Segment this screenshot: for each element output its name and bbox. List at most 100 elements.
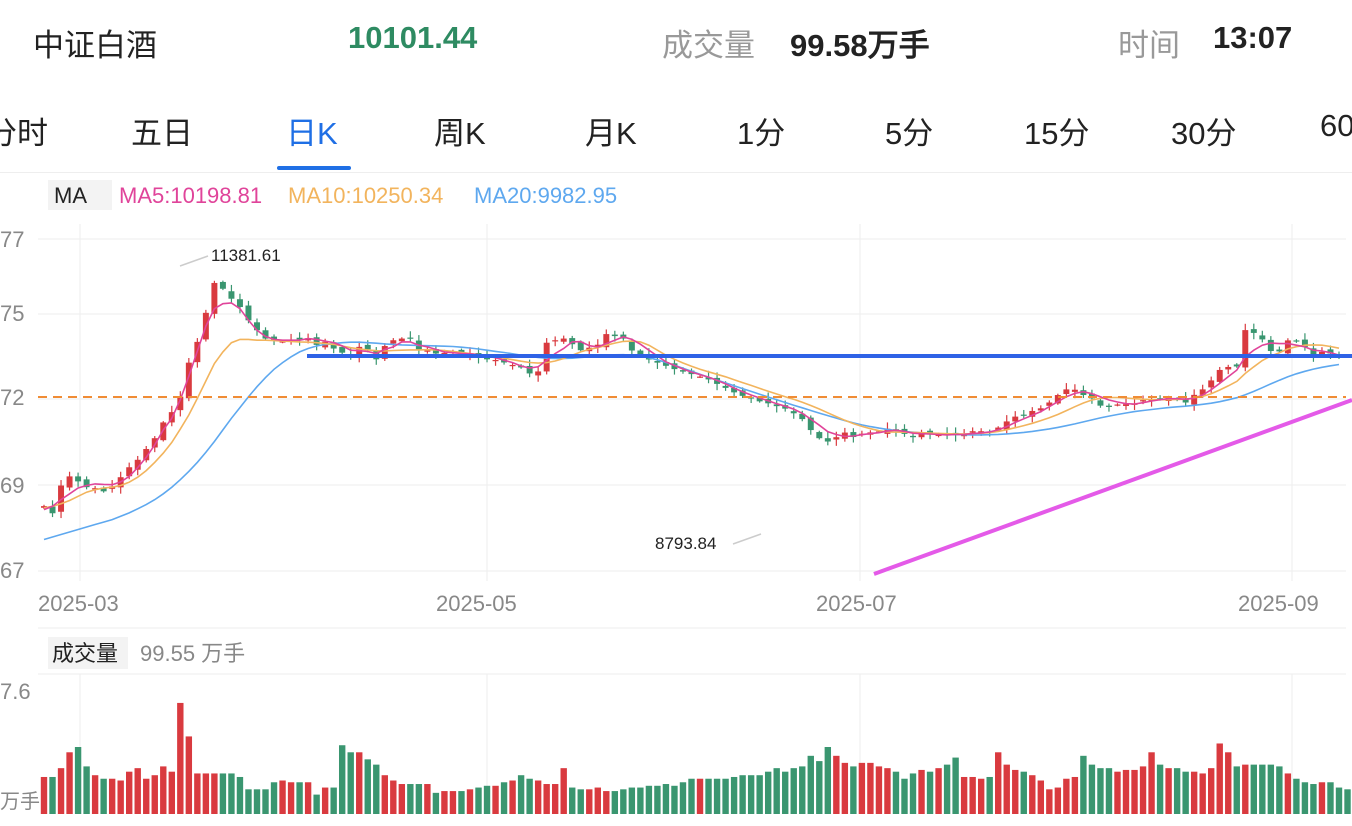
volume-bar (475, 787, 482, 814)
volume-bar (228, 773, 235, 814)
volume-bar (1097, 768, 1104, 814)
volume-bar (407, 784, 414, 814)
volume-bar (1335, 787, 1343, 814)
candle-body (995, 427, 1002, 431)
candle-body (1029, 410, 1036, 417)
volume-tag-bg (48, 637, 128, 669)
candle-body (824, 438, 831, 442)
y-tick-69: 69 (0, 473, 24, 498)
volume-bar (458, 791, 465, 814)
candle-body (398, 338, 405, 342)
candle-body (1097, 400, 1104, 406)
candle-body (526, 365, 533, 374)
volume-bar (304, 782, 312, 814)
candle-body (407, 337, 414, 339)
volume-bar (628, 787, 636, 814)
volume-bar (926, 771, 934, 814)
volume-bar (262, 789, 269, 814)
candle-body (722, 385, 729, 388)
tab-1min[interactable]: 1分 (737, 116, 786, 151)
volume-bar (654, 785, 661, 814)
candle-body (594, 344, 601, 347)
candle-body (739, 390, 746, 396)
candle-body (236, 299, 243, 308)
high-annotation: 11381.61 (211, 246, 281, 265)
volume-bar (739, 775, 746, 814)
candle-body (705, 377, 712, 380)
volume-bar (1182, 771, 1189, 814)
x-tick-2025-05: 2025-05 (436, 591, 517, 616)
volume-bar (1054, 787, 1062, 814)
volume-label: 成交量 (662, 28, 755, 63)
candle-body (969, 431, 976, 433)
volume-bar (1165, 768, 1172, 814)
volume-bar (432, 792, 440, 814)
tab-weekly-k[interactable]: 周K (434, 116, 486, 151)
candle-body (1310, 348, 1317, 356)
volume-bar (875, 766, 883, 814)
volume-bar (577, 789, 584, 814)
candle-body (1012, 416, 1019, 422)
tab-5min[interactable]: 5分 (885, 116, 934, 151)
volume-bar (782, 771, 789, 814)
volume-bar (483, 785, 491, 814)
volume-bar (83, 766, 90, 814)
candle-body (271, 336, 278, 341)
tab-daily-k[interactable]: 日K (286, 116, 338, 151)
volume-bar (100, 778, 107, 814)
volume-bar (1293, 778, 1300, 814)
volume-bar (449, 791, 457, 814)
tab-five-day[interactable]: 五日 (131, 116, 193, 151)
volume-bar (969, 776, 976, 814)
candle-body (833, 437, 840, 440)
candle-body (1063, 389, 1070, 395)
candle-body (134, 459, 141, 470)
candle-body (1208, 380, 1215, 388)
volume-bar (1046, 789, 1053, 814)
volume-bar (1318, 782, 1326, 814)
volume-bar (466, 789, 474, 814)
volume-bar (943, 764, 951, 814)
candle-body (1191, 394, 1198, 405)
x-tick-2025-07: 2025-07 (816, 591, 897, 616)
ma5-legend: MA5:10198.81 (119, 183, 262, 208)
candle-body (1301, 339, 1308, 347)
candle-body (126, 467, 133, 477)
candle-body (1105, 405, 1112, 407)
candle-body (1284, 340, 1291, 354)
volume-bar (492, 785, 499, 814)
volume-bar (705, 778, 712, 814)
tab-15min[interactable]: 15分 (1024, 116, 1090, 151)
tab-monthly-k[interactable]: 月K (585, 116, 637, 151)
candle-body (1140, 400, 1147, 402)
volume-bar (245, 789, 252, 814)
candle-body (245, 305, 252, 321)
candle-body (330, 342, 337, 349)
candle-body (1276, 349, 1283, 352)
kline-chart[interactable]: MA MA5:10198.81 MA10:10250.34 MA20:9982.… (0, 174, 1352, 826)
candle-body (790, 411, 797, 414)
volume-bar (560, 768, 567, 814)
candle-body (432, 349, 439, 354)
candle-body (603, 334, 610, 348)
volume-bar (807, 755, 814, 814)
ma10-legend: MA10:10250.34 (288, 183, 443, 208)
candle-body (850, 432, 857, 438)
candle-body (1318, 351, 1325, 356)
candle-body (1037, 408, 1044, 411)
tab-intraday[interactable]: 分时 (0, 116, 48, 151)
volume-bar (1071, 776, 1079, 814)
candle-body (560, 338, 567, 342)
tab-60min[interactable]: 60 (1320, 108, 1352, 143)
volume-bar (662, 784, 670, 814)
volume-bar (74, 747, 82, 814)
candle-body (1182, 398, 1189, 403)
candle-body (41, 506, 47, 508)
volume-bar (1242, 764, 1249, 814)
tab-30min[interactable]: 30分 (1171, 116, 1237, 151)
time-label: 时间 (1118, 28, 1180, 63)
candle-body (339, 347, 346, 353)
x-tick-2025-03: 2025-03 (38, 591, 119, 616)
volume-bar (1020, 771, 1027, 814)
candle-body (313, 337, 320, 345)
